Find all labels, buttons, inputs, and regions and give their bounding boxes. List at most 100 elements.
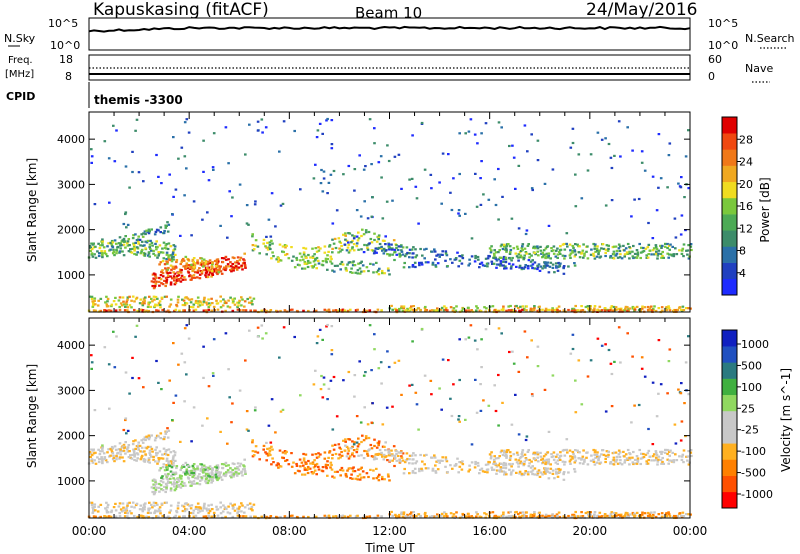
velocity-cell (190, 484, 193, 487)
velocity-cell (550, 453, 553, 456)
power-colorbar-swatch (722, 165, 737, 183)
power-cell (243, 264, 247, 267)
velocity-cell (550, 455, 554, 459)
power-cell (497, 309, 501, 312)
power-cell (298, 252, 302, 255)
power-cell (373, 232, 376, 235)
velocity-cell (185, 508, 189, 511)
velocity-cell (150, 447, 154, 450)
velocity-cell (355, 451, 359, 454)
power-cell (661, 309, 664, 312)
velocity-cell (470, 515, 473, 518)
velocity-cell (604, 343, 607, 346)
velocity-cell (600, 453, 603, 456)
power-cell (163, 279, 166, 282)
power-cell (233, 303, 237, 306)
velocity-cell (464, 338, 467, 341)
velocity-cell (182, 465, 186, 468)
velocity-cell (183, 327, 187, 330)
power-cell (523, 124, 527, 127)
velocity-cell (604, 454, 608, 457)
velocity-cell (503, 451, 506, 454)
power-cell (645, 254, 648, 257)
velocity-cell (373, 333, 376, 336)
power-cell (150, 280, 154, 283)
velocity-cell (202, 345, 205, 348)
power-cell (509, 304, 512, 308)
power-cell (307, 253, 310, 257)
power-cell (530, 187, 534, 190)
power-cell (265, 253, 268, 256)
power-cell (274, 225, 277, 228)
power-cell (678, 249, 681, 252)
velocity-cell (566, 451, 569, 454)
power-cell (194, 299, 198, 303)
velocity-cell (381, 455, 384, 458)
power-cell (491, 262, 494, 265)
velocity-cell (335, 415, 339, 418)
velocity-cell (603, 513, 607, 516)
velocity-cell (360, 440, 363, 444)
power-cell (505, 244, 509, 247)
velocity-cell (202, 471, 205, 474)
power-cell (235, 268, 239, 271)
velocity-cell (256, 326, 260, 329)
velocity-colorbar-tick-label: 25 (741, 402, 755, 415)
power-cell (360, 260, 363, 263)
power-cell (334, 309, 338, 312)
velocity-cell (224, 474, 227, 478)
velocity-cell (208, 477, 212, 480)
power-cell (615, 252, 619, 255)
velocity-cell (461, 460, 464, 463)
velocity-cell (650, 515, 654, 518)
power-cell (173, 309, 176, 312)
velocity-cell (491, 511, 495, 514)
power-cell (429, 173, 433, 176)
velocity-cell (122, 443, 126, 446)
power-cell (600, 138, 604, 141)
velocity-cell (402, 513, 406, 516)
power-cell (332, 242, 336, 245)
power-cell (220, 257, 224, 260)
velocity-cell (205, 481, 208, 485)
velocity-cell (214, 470, 218, 473)
power-cell (171, 265, 175, 268)
velocity-cell (458, 338, 461, 341)
power-cell (397, 245, 401, 248)
power-cell (210, 309, 213, 312)
power-cell (363, 243, 366, 247)
velocity-cell (238, 389, 242, 392)
power-cell (140, 240, 144, 243)
power-cell (154, 274, 157, 277)
velocity-cell (611, 515, 614, 518)
power-cell (541, 308, 544, 311)
velocity-cell (152, 501, 156, 504)
power-cell (690, 248, 693, 252)
power-cell (122, 300, 125, 303)
power-cell (633, 308, 637, 311)
power-cell (661, 244, 664, 247)
power-cell (449, 258, 452, 261)
power-cell (404, 309, 408, 312)
power-cell (563, 254, 567, 258)
power-cell (495, 259, 499, 262)
power-cell (372, 249, 375, 252)
power-cell (118, 305, 121, 309)
velocity-cell (115, 448, 118, 451)
velocity-cell (92, 448, 95, 451)
velocity-cell (337, 443, 341, 446)
velocity-cell (237, 472, 241, 475)
power-cell (474, 172, 477, 175)
velocity-cell (347, 449, 351, 452)
power-cell (322, 170, 326, 173)
velocity-cell (203, 502, 206, 505)
velocity-cell (493, 514, 497, 518)
velocity-cell (105, 509, 109, 512)
velocity-colorbar-swatch (722, 378, 737, 396)
power-cell (302, 251, 306, 254)
velocity-cell (212, 338, 216, 341)
velocity-cell (145, 515, 148, 518)
power-cell (165, 253, 169, 256)
velocity-cell (497, 457, 500, 460)
velocity-cell (128, 450, 131, 453)
